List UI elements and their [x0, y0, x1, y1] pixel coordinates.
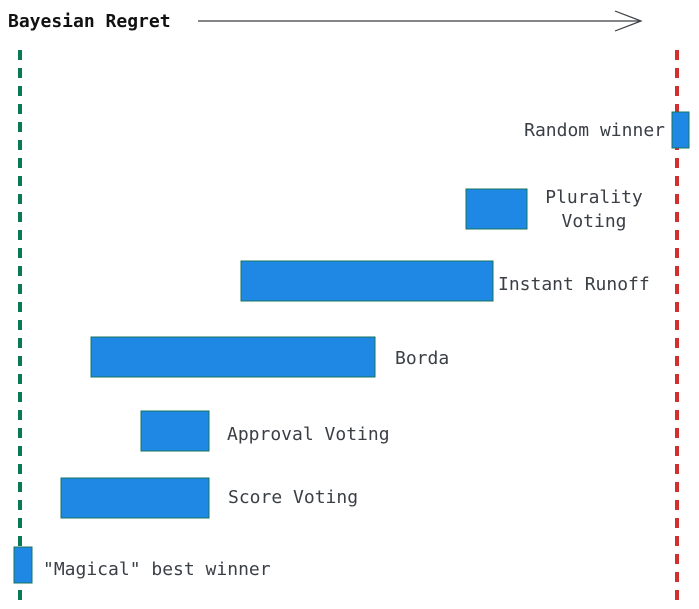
bar-instant-runoff — [240, 260, 494, 302]
bar-magical-best-winner — [13, 546, 33, 584]
label-line: Voting — [561, 211, 626, 232]
label-magical-best-winner: "Magical" best winner — [43, 559, 271, 580]
bar-borda — [90, 336, 376, 378]
bar-score-voting — [60, 477, 210, 519]
bar-plurality-voting — [465, 188, 528, 230]
label-plurality-voting: Plurality Voting — [545, 187, 643, 232]
arrow-head-icon — [614, 10, 643, 32]
label-approval-voting: Approval Voting — [227, 424, 390, 445]
label-score-voting: Score Voting — [228, 487, 358, 508]
label-random-winner: Random winner — [524, 120, 665, 141]
diagram-title: Bayesian Regret — [8, 11, 171, 32]
bar-approval-voting — [140, 410, 210, 452]
bar-random-winner — [671, 111, 690, 149]
label-line: Plurality — [545, 187, 643, 208]
label-instant-runoff: Instant Runoff — [498, 274, 650, 295]
label-borda: Borda — [395, 348, 449, 369]
